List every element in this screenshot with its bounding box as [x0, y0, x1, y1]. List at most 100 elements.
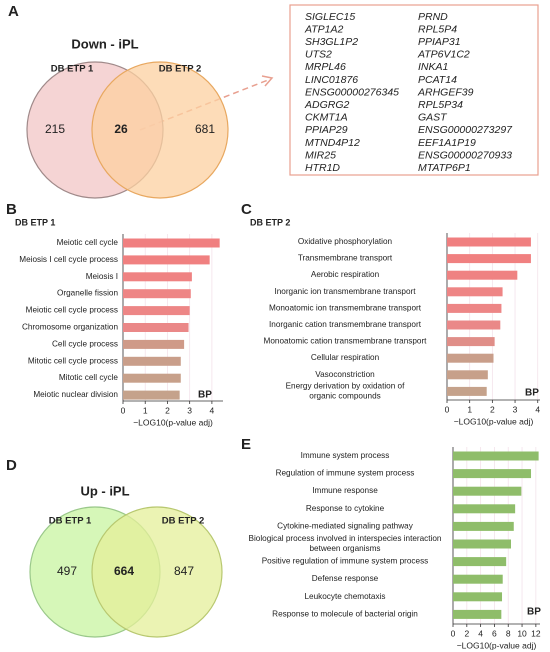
venn-set-label: DB ETP 1: [49, 516, 92, 527]
y-tick-label: Cellular respiration: [311, 353, 380, 362]
y-tick-label-line: Vasoconstriction: [315, 370, 375, 379]
bar: [453, 451, 539, 461]
bar: [447, 287, 503, 297]
y-tick-label: Organelle fission: [57, 289, 118, 298]
venn-set-label: DB ETP 1: [51, 64, 94, 75]
gene-name: PPIAP29: [305, 124, 348, 136]
gene-name: EEF1A1P19: [418, 137, 476, 149]
gene-name: SH3GL1P2: [305, 36, 358, 48]
y-tick-label: Inorganic cation transmembrane transport: [269, 320, 422, 329]
y-tick-label-line: Leukocyte chemotaxis: [304, 592, 385, 601]
y-tick-label: Inorganic ion transmembrane transport: [274, 287, 416, 296]
bar: [123, 272, 192, 282]
y-tick-label-line: Transmembrane transport: [298, 254, 393, 263]
y-tick-label-line: Meiosis I cell cycle process: [19, 255, 118, 264]
panel-letter: A: [8, 3, 19, 20]
x-tick-label: 8: [506, 628, 511, 638]
y-tick-label-line: Mitotic cell cycle process: [28, 356, 118, 365]
gene-name: HTR1D: [305, 162, 340, 174]
gene-name: MRPL46: [305, 61, 346, 73]
y-tick-label-line: Energy derivation by oxidation of: [286, 382, 406, 391]
x-tick-label: 10: [517, 628, 527, 638]
gene-name: MTATP6P1: [418, 162, 471, 174]
y-tick-label-line: Meiotic cell cycle process: [26, 306, 118, 315]
bar: [123, 306, 190, 316]
y-tick-label-line: Monoatomic ion transmembrane transport: [269, 304, 422, 313]
y-tick-label-line: Response to cytokine: [306, 504, 385, 513]
y-tick-label-line: organic compounds: [309, 392, 380, 401]
bar: [453, 504, 516, 514]
y-tick-label-line: Inorganic ion transmembrane transport: [274, 287, 416, 296]
gene-name: ADGRG2: [304, 99, 350, 111]
y-tick-label: Vasoconstriction: [315, 370, 375, 379]
gene-box: [289, 4, 539, 176]
y-tick-label: Cytokine-mediated signaling pathway: [277, 522, 414, 531]
x-tick-label: 12: [531, 628, 541, 638]
y-tick-label-line: Defense response: [312, 574, 379, 583]
y-tick-label: Meiotic cell cycle: [57, 238, 119, 247]
bar: [453, 486, 522, 496]
x-axis-label: −LOG10(p-value adj): [454, 416, 534, 426]
bar: [453, 557, 507, 567]
y-tick-label: Regulation of immune system process: [276, 469, 415, 478]
y-tick-label: Mitotic cell cycle: [59, 373, 119, 382]
bar: [447, 353, 494, 363]
x-tick-label: 0: [445, 404, 450, 414]
y-tick-label: Defense response: [312, 574, 379, 583]
y-tick-label: Chromosome organization: [22, 323, 118, 332]
y-tick-label-line: Immune response: [312, 486, 378, 495]
y-tick-label: Mitotic cell cycle process: [28, 356, 118, 365]
bar: [447, 386, 487, 396]
gene-name: PRND: [418, 11, 448, 23]
panel-letter: C: [241, 201, 252, 218]
y-tick-label: Aerobic respiration: [311, 270, 380, 279]
y-tick-label-line: between organisms: [310, 544, 381, 553]
y-tick-label: Monoatomic ion transmembrane transport: [269, 304, 422, 313]
y-tick-label: Positive regulation of immune system pro…: [262, 557, 429, 566]
x-tick-label: 0: [451, 628, 456, 638]
y-tick-label-line: Meiotic nuclear division: [33, 390, 118, 399]
gene-name: PPIAP31: [418, 36, 461, 48]
bar: [123, 373, 181, 383]
y-tick-label: Biological process involved in interspec…: [249, 534, 442, 553]
bar: [447, 337, 495, 347]
bar: [453, 592, 503, 602]
x-tick-label: 1: [467, 404, 472, 414]
y-tick-label: Oxidative phosphorylation: [298, 237, 393, 246]
y-tick-label-line: Biological process involved in interspec…: [249, 534, 442, 543]
gene-name: ENSG00000273297: [418, 124, 513, 136]
x-tick-label: 4: [478, 628, 483, 638]
venn-title: Down - iPL: [71, 36, 138, 51]
bar: [453, 539, 511, 549]
y-tick-label: Transmembrane transport: [298, 254, 393, 263]
y-tick-label-line: Inorganic cation transmembrane transport: [269, 320, 422, 329]
y-tick-label: Monoatomic cation transmembrane transpor…: [264, 337, 428, 346]
panel-letter: B: [6, 201, 17, 218]
gene-name: MIR25: [305, 149, 336, 161]
bar: [123, 356, 181, 366]
gene-name: CKMT1A: [305, 112, 348, 124]
x-tick-label: 2: [464, 628, 469, 638]
x-tick-label: 3: [187, 405, 192, 415]
panel-letter: D: [6, 457, 17, 474]
gene-name: ATP1A2: [304, 23, 343, 35]
bar: [123, 289, 191, 299]
bar: [447, 303, 502, 313]
y-tick-label-line: Response to molecule of bacterial origin: [272, 610, 418, 619]
y-tick-label: Meiosis I cell cycle process: [19, 255, 118, 264]
y-tick-label: Response to cytokine: [306, 504, 385, 513]
x-tick-label: 3: [513, 404, 518, 414]
venn-set-label: DB ETP 2: [159, 64, 202, 75]
gene-name: INKA1: [418, 61, 448, 73]
annotation: BP: [198, 390, 212, 401]
y-tick-label-line: Cell cycle process: [52, 340, 118, 349]
bar: [123, 390, 180, 400]
x-tick-label: 4: [535, 404, 540, 414]
venn-set: [91, 506, 223, 638]
venn-set: [91, 61, 229, 199]
gene-name: ATP6V1C2: [417, 49, 470, 61]
x-tick-label: 6: [492, 628, 497, 638]
venn-count: 497: [57, 564, 77, 578]
venn-count: 847: [174, 564, 194, 578]
y-tick-label-line: Oxidative phosphorylation: [298, 237, 393, 246]
